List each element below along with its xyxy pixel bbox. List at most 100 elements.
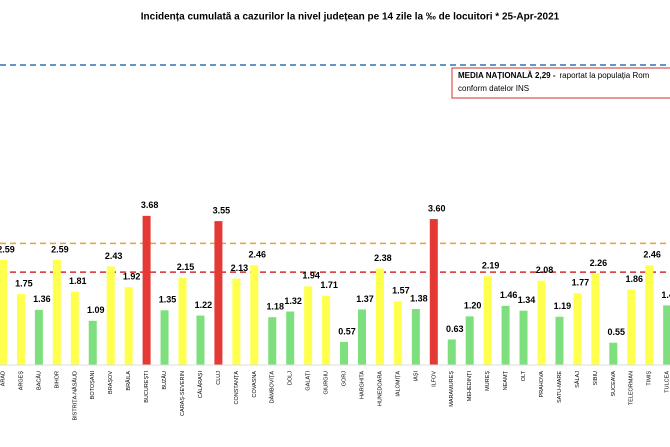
value-label: 1.47 (661, 290, 670, 300)
x-tick-label: PRAHOVA (539, 371, 545, 398)
bar (286, 311, 295, 365)
value-label: 3.55 (213, 205, 231, 215)
bar (268, 317, 277, 365)
value-label: 1.36 (33, 294, 51, 304)
value-label: 2.38 (374, 253, 392, 263)
bar (214, 221, 223, 365)
bar (322, 295, 331, 365)
x-tick-label: BUCUREȘTI (144, 371, 150, 403)
bar (393, 301, 402, 365)
x-tick-label: ARAD (0, 371, 6, 386)
x-tick-label: BIHOR (54, 371, 60, 388)
value-label: 2.59 (0, 244, 15, 254)
x-tick-label: NEAMȚ (503, 370, 509, 390)
bar (160, 310, 169, 365)
bar (411, 309, 420, 365)
value-label: 1.32 (284, 296, 302, 306)
annotation-line2: conform datelor INS (458, 84, 529, 93)
bar (429, 219, 438, 365)
value-label: 2.43 (105, 251, 123, 261)
value-label: 1.46 (500, 290, 518, 300)
value-label: 1.22 (195, 300, 213, 310)
x-tick-label: TIMIȘ (647, 371, 653, 386)
x-tick-label: SUCEAVA (611, 371, 617, 397)
x-tick-label: DOLJ (288, 371, 294, 385)
value-label: 1.20 (464, 301, 482, 311)
value-label: 3.60 (428, 203, 446, 213)
x-tick-label: SATU-MARE (557, 371, 563, 403)
value-label: 1.75 (15, 278, 33, 288)
x-tick-label: COVASNA (252, 371, 258, 398)
bar (124, 287, 133, 365)
bar (519, 310, 528, 365)
bar (16, 294, 25, 365)
x-tick-label: MEHEDINȚI (467, 371, 473, 402)
x-tick-label: GALAȚI (306, 371, 312, 391)
value-label: 1.34 (518, 295, 536, 305)
x-tick-label: IAȘI (413, 371, 419, 382)
bar (483, 276, 492, 365)
bar (465, 316, 474, 365)
x-tick-label: DÂMBOVIȚA (269, 371, 276, 404)
bar (196, 315, 205, 365)
x-tick-label: TELEORMAN (629, 371, 635, 405)
value-label: 1.37 (356, 294, 374, 304)
x-tick-label: GIURGIU (324, 371, 330, 395)
bar (70, 291, 79, 365)
value-label: 1.94 (302, 271, 320, 281)
bar (573, 293, 582, 365)
annotation-text: MEDIA NAȚIONALĂ 2,29 - raportat la popula… (458, 71, 650, 80)
value-label: 3.68 (141, 200, 159, 210)
x-tick-label: IALOMIȚA (395, 371, 401, 397)
bar (645, 265, 654, 365)
bar (34, 309, 43, 365)
bar (142, 215, 151, 365)
value-label: 2.59 (51, 244, 69, 254)
bar (663, 305, 670, 365)
value-label: 1.57 (392, 286, 410, 296)
value-label: 1.86 (625, 274, 643, 284)
x-tick-label: BRĂILA (125, 371, 132, 391)
x-tick-label: CARAȘ-SEVERIN (180, 371, 186, 416)
x-tick-label: BUZĂU (161, 371, 168, 390)
x-tick-label: TULCEA (665, 371, 670, 393)
bar (555, 316, 564, 365)
bar (304, 286, 313, 365)
bar (178, 277, 187, 365)
x-tick-label: CONSTANȚA (234, 371, 240, 405)
bar (627, 289, 636, 365)
chart-title: Incidența cumulată a cazurilor la nivel … (141, 12, 560, 23)
x-tick-label: ARGEȘ (18, 371, 24, 391)
value-label: 1.92 (123, 272, 141, 282)
bar (609, 342, 618, 365)
value-label: 2.46 (643, 250, 661, 260)
bar (358, 309, 366, 365)
x-tick-label: HARGHITA (359, 371, 365, 399)
value-label: 1.77 (572, 278, 590, 288)
annotation-box (451, 67, 670, 99)
bar (88, 320, 97, 365)
x-tick-label: BOTOȘANI (90, 371, 96, 400)
value-label: 0.55 (608, 327, 626, 337)
bar (501, 305, 510, 365)
bar (232, 278, 241, 365)
bar (106, 266, 115, 365)
value-label: 1.71 (320, 280, 338, 290)
x-tick-label: BRAȘOV (108, 371, 114, 394)
bar (537, 280, 546, 365)
value-label: 1.38 (410, 293, 428, 303)
x-tick-label: HUNEDOARA (377, 371, 383, 406)
x-tick-label: BACĂU (35, 371, 42, 390)
annotation-bold: MEDIA NAȚIONALĂ 2,29 - (458, 71, 556, 80)
value-label: 2.13 (231, 263, 249, 273)
x-tick-label: MARAMUREȘ (449, 371, 455, 407)
x-tick-label: SĂLAJ (574, 371, 581, 388)
bar (250, 265, 259, 365)
bar (0, 260, 7, 365)
bar (340, 341, 349, 365)
value-label: 2.15 (177, 262, 195, 272)
x-tick-label: CLUJ (216, 371, 222, 385)
x-tick-label: GORJ (342, 371, 348, 387)
annotation-rest: raportat la populația Rom (560, 71, 650, 80)
